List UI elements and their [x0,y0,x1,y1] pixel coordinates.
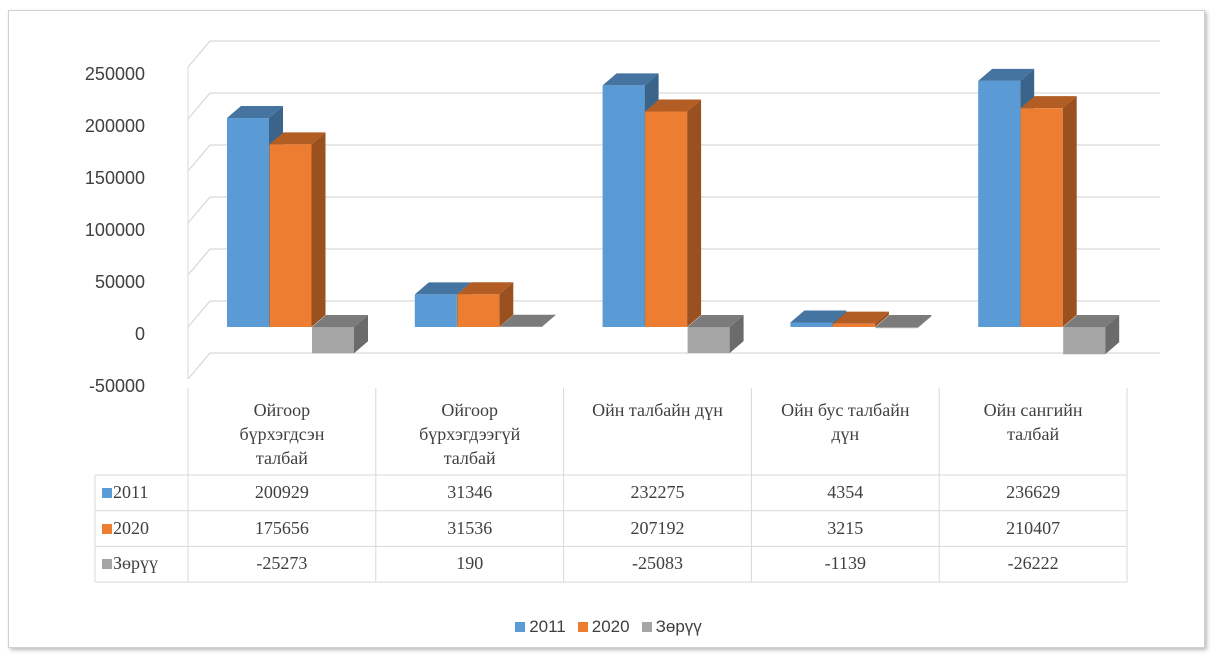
bar-side [917,315,932,329]
legend-label: Зөрүү [655,617,702,636]
bar-top [978,68,1035,81]
y-tick-label: 200000 [85,116,145,136]
bar-top [790,310,847,323]
table-value: 232275 [630,482,685,502]
bar-top [457,282,514,295]
legend-key [102,559,112,570]
bar [1020,108,1063,327]
legend-item: 2011 [515,617,566,637]
y-tick-label: 150000 [85,168,145,188]
category-label: Ойгоор бүрхэгдсэн талбай [239,400,325,468]
table-value: 4354 [827,482,864,502]
table-value: 175656 [254,517,309,538]
frame [8,10,1205,648]
table-value: -25083 [631,553,683,574]
legend-key [102,523,112,534]
legend-key [102,488,112,498]
y-tick-label: 250000 [85,64,145,84]
y-tick-label: -50000 [89,376,145,396]
y-tick-label: 50000 [95,272,145,292]
bar-top [1063,315,1120,327]
grid-line [187,300,1160,328]
grid-line [187,92,1160,120]
bar [312,327,354,354]
bar-top [602,73,659,86]
grid-line [187,352,1160,380]
legend-label: 2020 [591,617,630,636]
table-value: 31536 [447,517,493,538]
category-label: Ойн бус талбайн дүн [781,400,910,444]
bar-side [1105,315,1120,355]
bar-side [874,311,889,327]
y-tick-label: 100000 [85,220,145,240]
bar [687,327,730,354]
row-label: 2020 [113,517,149,538]
bar-side [311,132,326,327]
table-value: 3215 [827,517,864,538]
table-value: 236629 [1006,482,1061,502]
table-value: -25273 [256,553,308,574]
table-value: 200929 [254,482,309,502]
bar-side [729,315,744,354]
bar-top [875,315,932,327]
bar-top [499,314,556,327]
bar-top [227,106,283,119]
bar [269,144,312,327]
bar-top [312,315,368,327]
grid-line [187,144,1160,172]
bar [457,294,500,327]
bar-side [1062,96,1077,327]
table-value: -26222 [1007,553,1059,574]
legend-label: 2011 [529,617,566,636]
bar [645,111,688,327]
bar-top [832,311,889,324]
legend-item: Зөрүү [641,617,702,637]
bar [227,118,269,327]
bar [1063,327,1106,355]
bar [414,294,457,327]
legend: 2011 2020 Зөрүү [0,617,1217,637]
table-value: 207192 [630,517,685,538]
bar [978,80,1021,327]
legend-swatch [515,622,526,632]
category-label: Ойгоор бүрхэгдээгүй талбай [419,400,521,468]
bar [602,85,645,328]
y-tick-label: 0 [135,324,145,344]
category-label: Ойн сангийн талбай [983,400,1083,444]
legend-item: 2020 [577,617,630,637]
bar-top [687,315,744,327]
bar-top [645,99,702,112]
bar [875,327,918,329]
grid-line [187,40,1160,68]
legend-swatch [577,622,588,632]
grid-line [187,248,1160,276]
bar [790,322,833,327]
bar-side [541,314,556,327]
bar-side [354,315,368,354]
bar-top [269,132,326,145]
bar-top [414,282,471,295]
table-value: 190 [456,553,484,574]
category-label: Ойн талбайн дүн [592,400,723,420]
bar [832,323,875,327]
bar-side [499,282,514,327]
table-value: 210407 [1006,517,1061,538]
row-label: Зөрүү [113,553,159,574]
grid-line [187,196,1160,224]
bar-side [687,99,702,327]
table-value: -1139 [824,553,866,574]
legend-swatch [641,622,652,632]
row-label: 2011 [113,482,149,502]
table-value: 31346 [447,482,493,502]
bar-top [1020,96,1077,109]
